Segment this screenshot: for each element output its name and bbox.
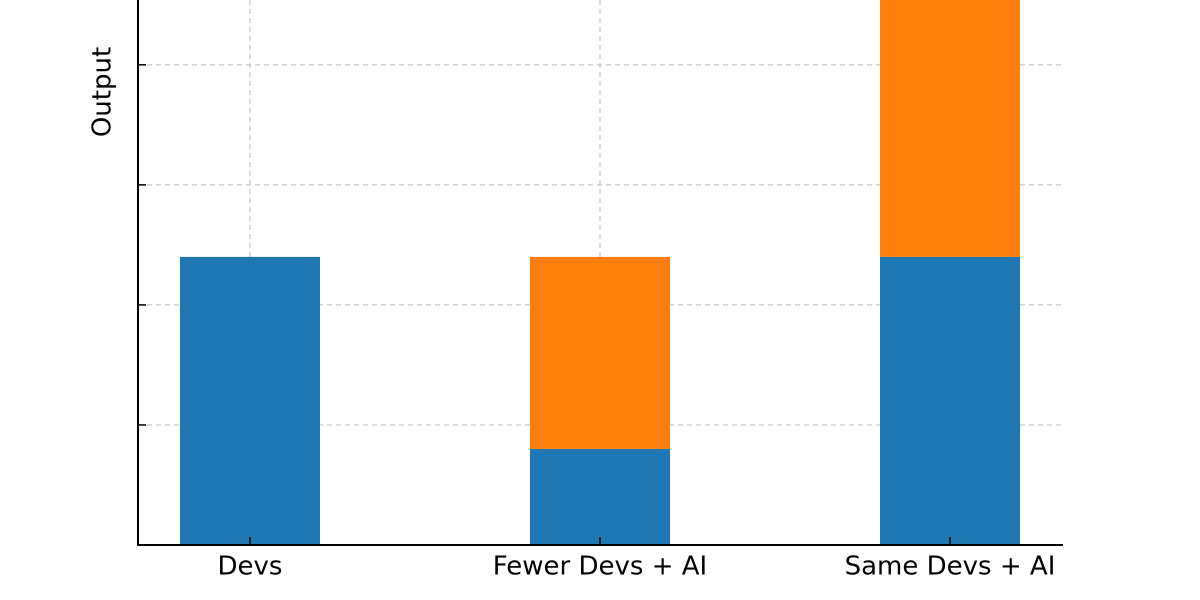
bar-segment xyxy=(880,256,1020,545)
bar-segment xyxy=(530,256,670,449)
x-tick-label: Devs xyxy=(218,552,283,582)
bar-segment xyxy=(880,0,1020,257)
x-tick-label: Fewer Devs + AI xyxy=(493,552,707,582)
y-axis-label: Output xyxy=(88,47,118,137)
bar-segment xyxy=(530,448,670,545)
bars xyxy=(180,0,1020,545)
x-tick-label: Same Devs + AI xyxy=(845,552,1056,582)
bar-segment xyxy=(180,256,320,545)
